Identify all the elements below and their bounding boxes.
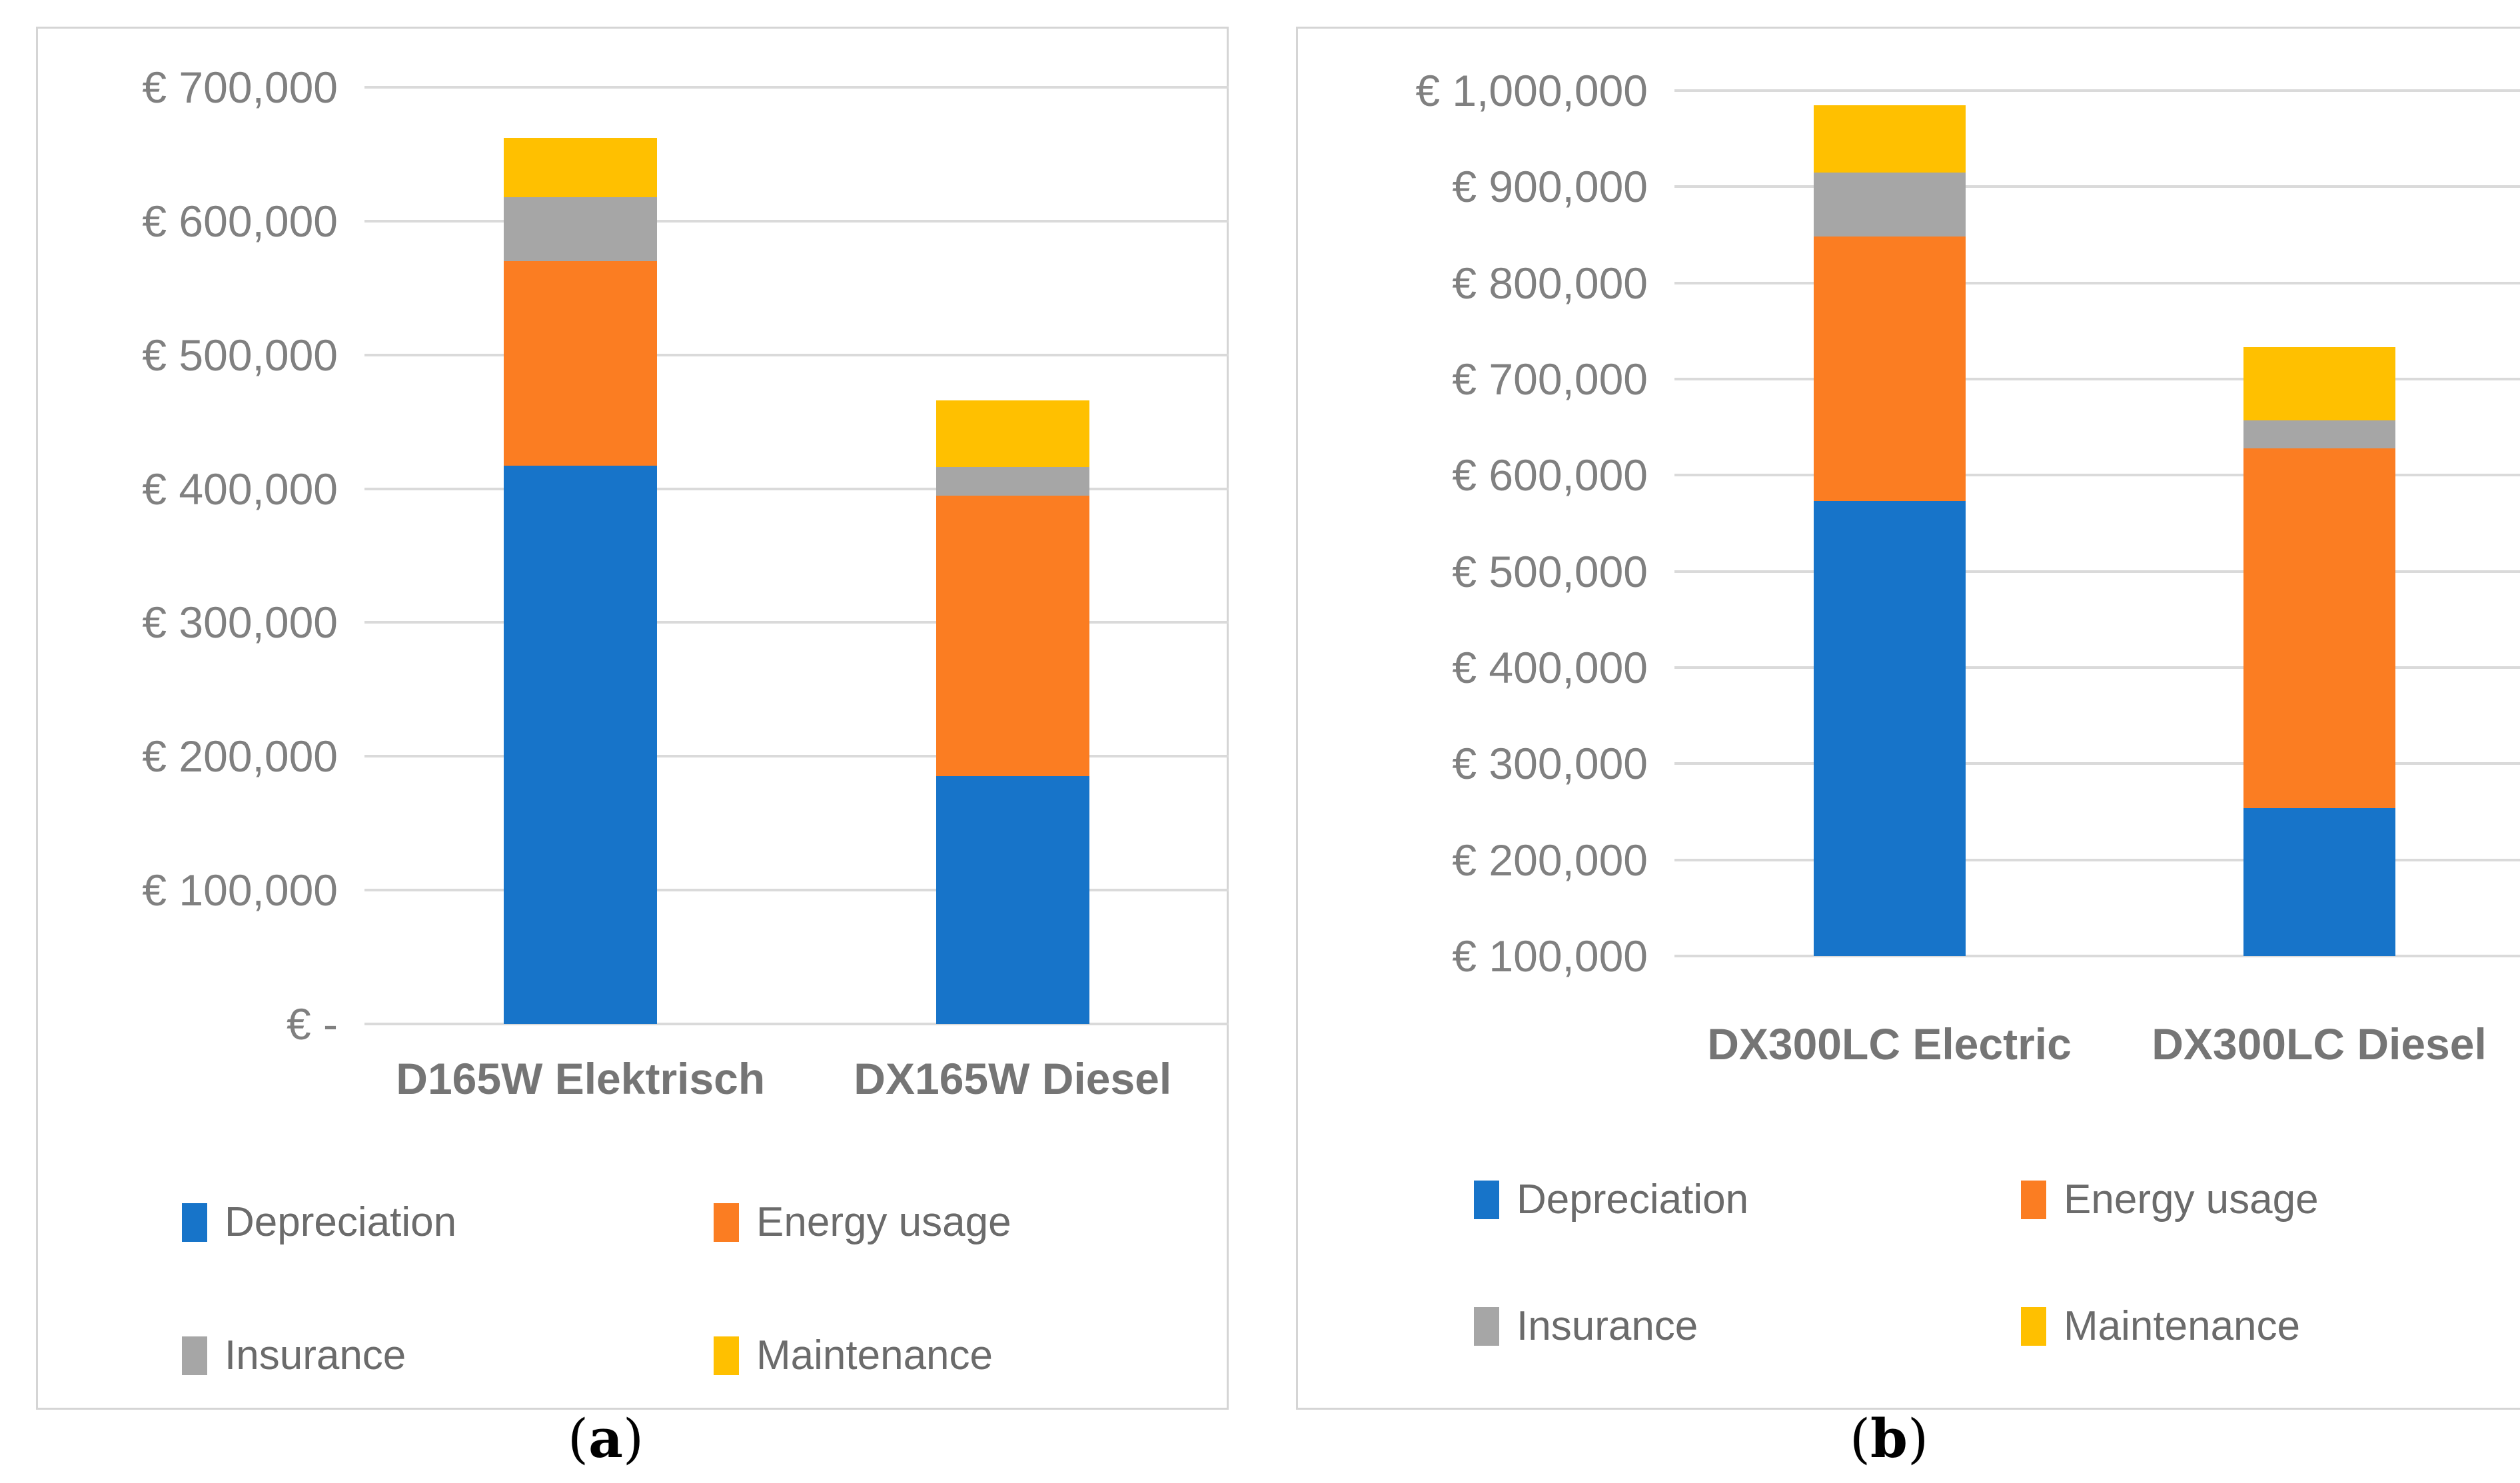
- caption-b-open-paren: (: [1849, 1408, 1871, 1470]
- bar-segment-maintenance: [1814, 105, 1966, 173]
- bar-dx165w-diesel: [936, 87, 1089, 1024]
- gridline: [364, 219, 1229, 223]
- caption-b-close-paren: ): [1907, 1408, 1929, 1470]
- category-label: DX300LC Diesel: [2152, 1019, 2487, 1069]
- y-tick-label: € 700,000: [1452, 354, 1648, 404]
- bar-dx300lc-electric: [1814, 91, 1966, 956]
- bar-segment-energy-usage: [504, 261, 657, 466]
- gridline: [1674, 955, 2520, 957]
- y-tick-label: € 300,000: [1452, 739, 1648, 789]
- plot-area: [364, 86, 1229, 1025]
- legend-item-insurance: Insurance: [1474, 1302, 1698, 1350]
- y-tick-label: € 100,000: [142, 865, 338, 915]
- legend-label: Maintenance: [2064, 1303, 2301, 1349]
- y-tick-label: € 800,000: [1452, 258, 1648, 308]
- y-tick-label: € 500,000: [142, 330, 338, 380]
- gridline: [1674, 570, 2520, 573]
- legend-item-depreciation: Depreciation: [1474, 1176, 1748, 1223]
- caption-b-letter: b: [1870, 1407, 1908, 1470]
- y-tick-label: € 400,000: [1452, 643, 1648, 692]
- y-tick-label: € 400,000: [142, 464, 338, 514]
- bar-d165w-elektrisch: [504, 87, 657, 1024]
- y-tick-label: € 300,000: [142, 598, 338, 648]
- gridline: [1674, 858, 2520, 861]
- caption-a-letter: a: [588, 1407, 623, 1470]
- legend-label: Maintenance: [756, 1332, 993, 1378]
- chart-panel-a: € 700,000 € 600,000 € 500,000 € 400,000 € 30…: [36, 27, 1229, 1410]
- gridline: [364, 621, 1229, 624]
- bar-segment-depreciation: [504, 466, 657, 1024]
- y-tick-label: € 100,000: [1452, 931, 1648, 981]
- gridline: [364, 889, 1229, 892]
- y-tick-label: € 1,000,000: [1415, 66, 1648, 115]
- legend-item-maintenance: Maintenance: [2021, 1302, 2300, 1350]
- bar-segment-insurance: [936, 467, 1089, 496]
- category-label: DX165W Diesel: [854, 1054, 1172, 1103]
- bar-segment-energy-usage: [1814, 237, 1966, 502]
- legend-item-energy-usage: Energy usage: [714, 1199, 1011, 1246]
- bar-segment-maintenance: [2243, 347, 2395, 421]
- legend-label: Depreciation: [225, 1199, 457, 1245]
- gridline: [364, 755, 1229, 758]
- legend-swatch-energy-usage: [714, 1203, 739, 1242]
- legend-label: Energy usage: [756, 1199, 1011, 1245]
- gridline: [364, 86, 1229, 89]
- y-tick-label: € 700,000: [142, 63, 338, 112]
- legend-swatch-maintenance: [714, 1336, 739, 1375]
- caption-a-close-paren: ): [622, 1408, 644, 1470]
- legend-swatch-insurance: [182, 1336, 207, 1375]
- legend-swatch-insurance: [1474, 1306, 1499, 1346]
- y-tick-label: € 600,000: [1452, 450, 1648, 500]
- bar-segment-energy-usage: [2243, 448, 2395, 808]
- y-tick-label: € 200,000: [1452, 835, 1648, 885]
- legend-swatch-maintenance: [2021, 1306, 2046, 1346]
- gridline: [1674, 185, 2520, 189]
- category-label: D165W Elektrisch: [396, 1054, 766, 1103]
- bar-segment-depreciation: [936, 776, 1089, 1024]
- plot-area: [1674, 89, 2520, 957]
- bar-segment-depreciation: [1814, 501, 1966, 956]
- gridline: [1674, 378, 2520, 380]
- y-tick-label: € -: [286, 999, 338, 1049]
- chart-panel-b: € 1,000,000 € 900,000 € 800,000 € 700,000 € …: [1296, 27, 2520, 1410]
- gridline: [364, 487, 1229, 490]
- legend-item-depreciation: Depreciation: [182, 1199, 456, 1246]
- bar-segment-depreciation: [2243, 807, 2395, 956]
- y-tick-label: € 200,000: [142, 732, 338, 781]
- legend-item-maintenance: Maintenance: [714, 1332, 993, 1379]
- gridline: [364, 1023, 1229, 1025]
- legend-label: Energy usage: [2064, 1177, 2319, 1223]
- legend-item-energy-usage: Energy usage: [2021, 1176, 2319, 1223]
- gridline: [364, 353, 1229, 356]
- bar-segment-insurance: [2243, 420, 2395, 448]
- legend-swatch-energy-usage: [2021, 1180, 2046, 1219]
- legend-swatch-depreciation: [1474, 1180, 1499, 1219]
- subfigure-caption-b: (b): [1269, 1407, 2509, 1480]
- bar-segment-maintenance: [936, 400, 1089, 468]
- legend-swatch-depreciation: [182, 1203, 207, 1242]
- y-tick-label: € 600,000: [142, 196, 338, 246]
- subfigure-caption-a: (a): [9, 1407, 1202, 1480]
- caption-a-open-paren: (: [567, 1408, 589, 1470]
- gridline: [1674, 666, 2520, 669]
- bar-segment-insurance: [504, 197, 657, 262]
- gridline: [1674, 281, 2520, 284]
- y-tick-label: € 900,000: [1452, 162, 1648, 212]
- y-tick-label: € 500,000: [1452, 546, 1648, 596]
- gridline: [1674, 762, 2520, 765]
- gridline: [1674, 89, 2520, 92]
- bar-segment-maintenance: [504, 138, 657, 197]
- gridline: [1674, 474, 2520, 477]
- bar-segment-insurance: [1814, 172, 1966, 237]
- legend-label: Depreciation: [1517, 1177, 1749, 1223]
- bar-segment-energy-usage: [936, 495, 1089, 777]
- bar-dx300lc-diesel: [2243, 91, 2395, 956]
- legend-label: Insurance: [1517, 1303, 1698, 1349]
- category-label: DX300LC Electric: [1707, 1019, 2072, 1069]
- legend-label: Insurance: [225, 1332, 406, 1378]
- legend-item-insurance: Insurance: [182, 1332, 406, 1379]
